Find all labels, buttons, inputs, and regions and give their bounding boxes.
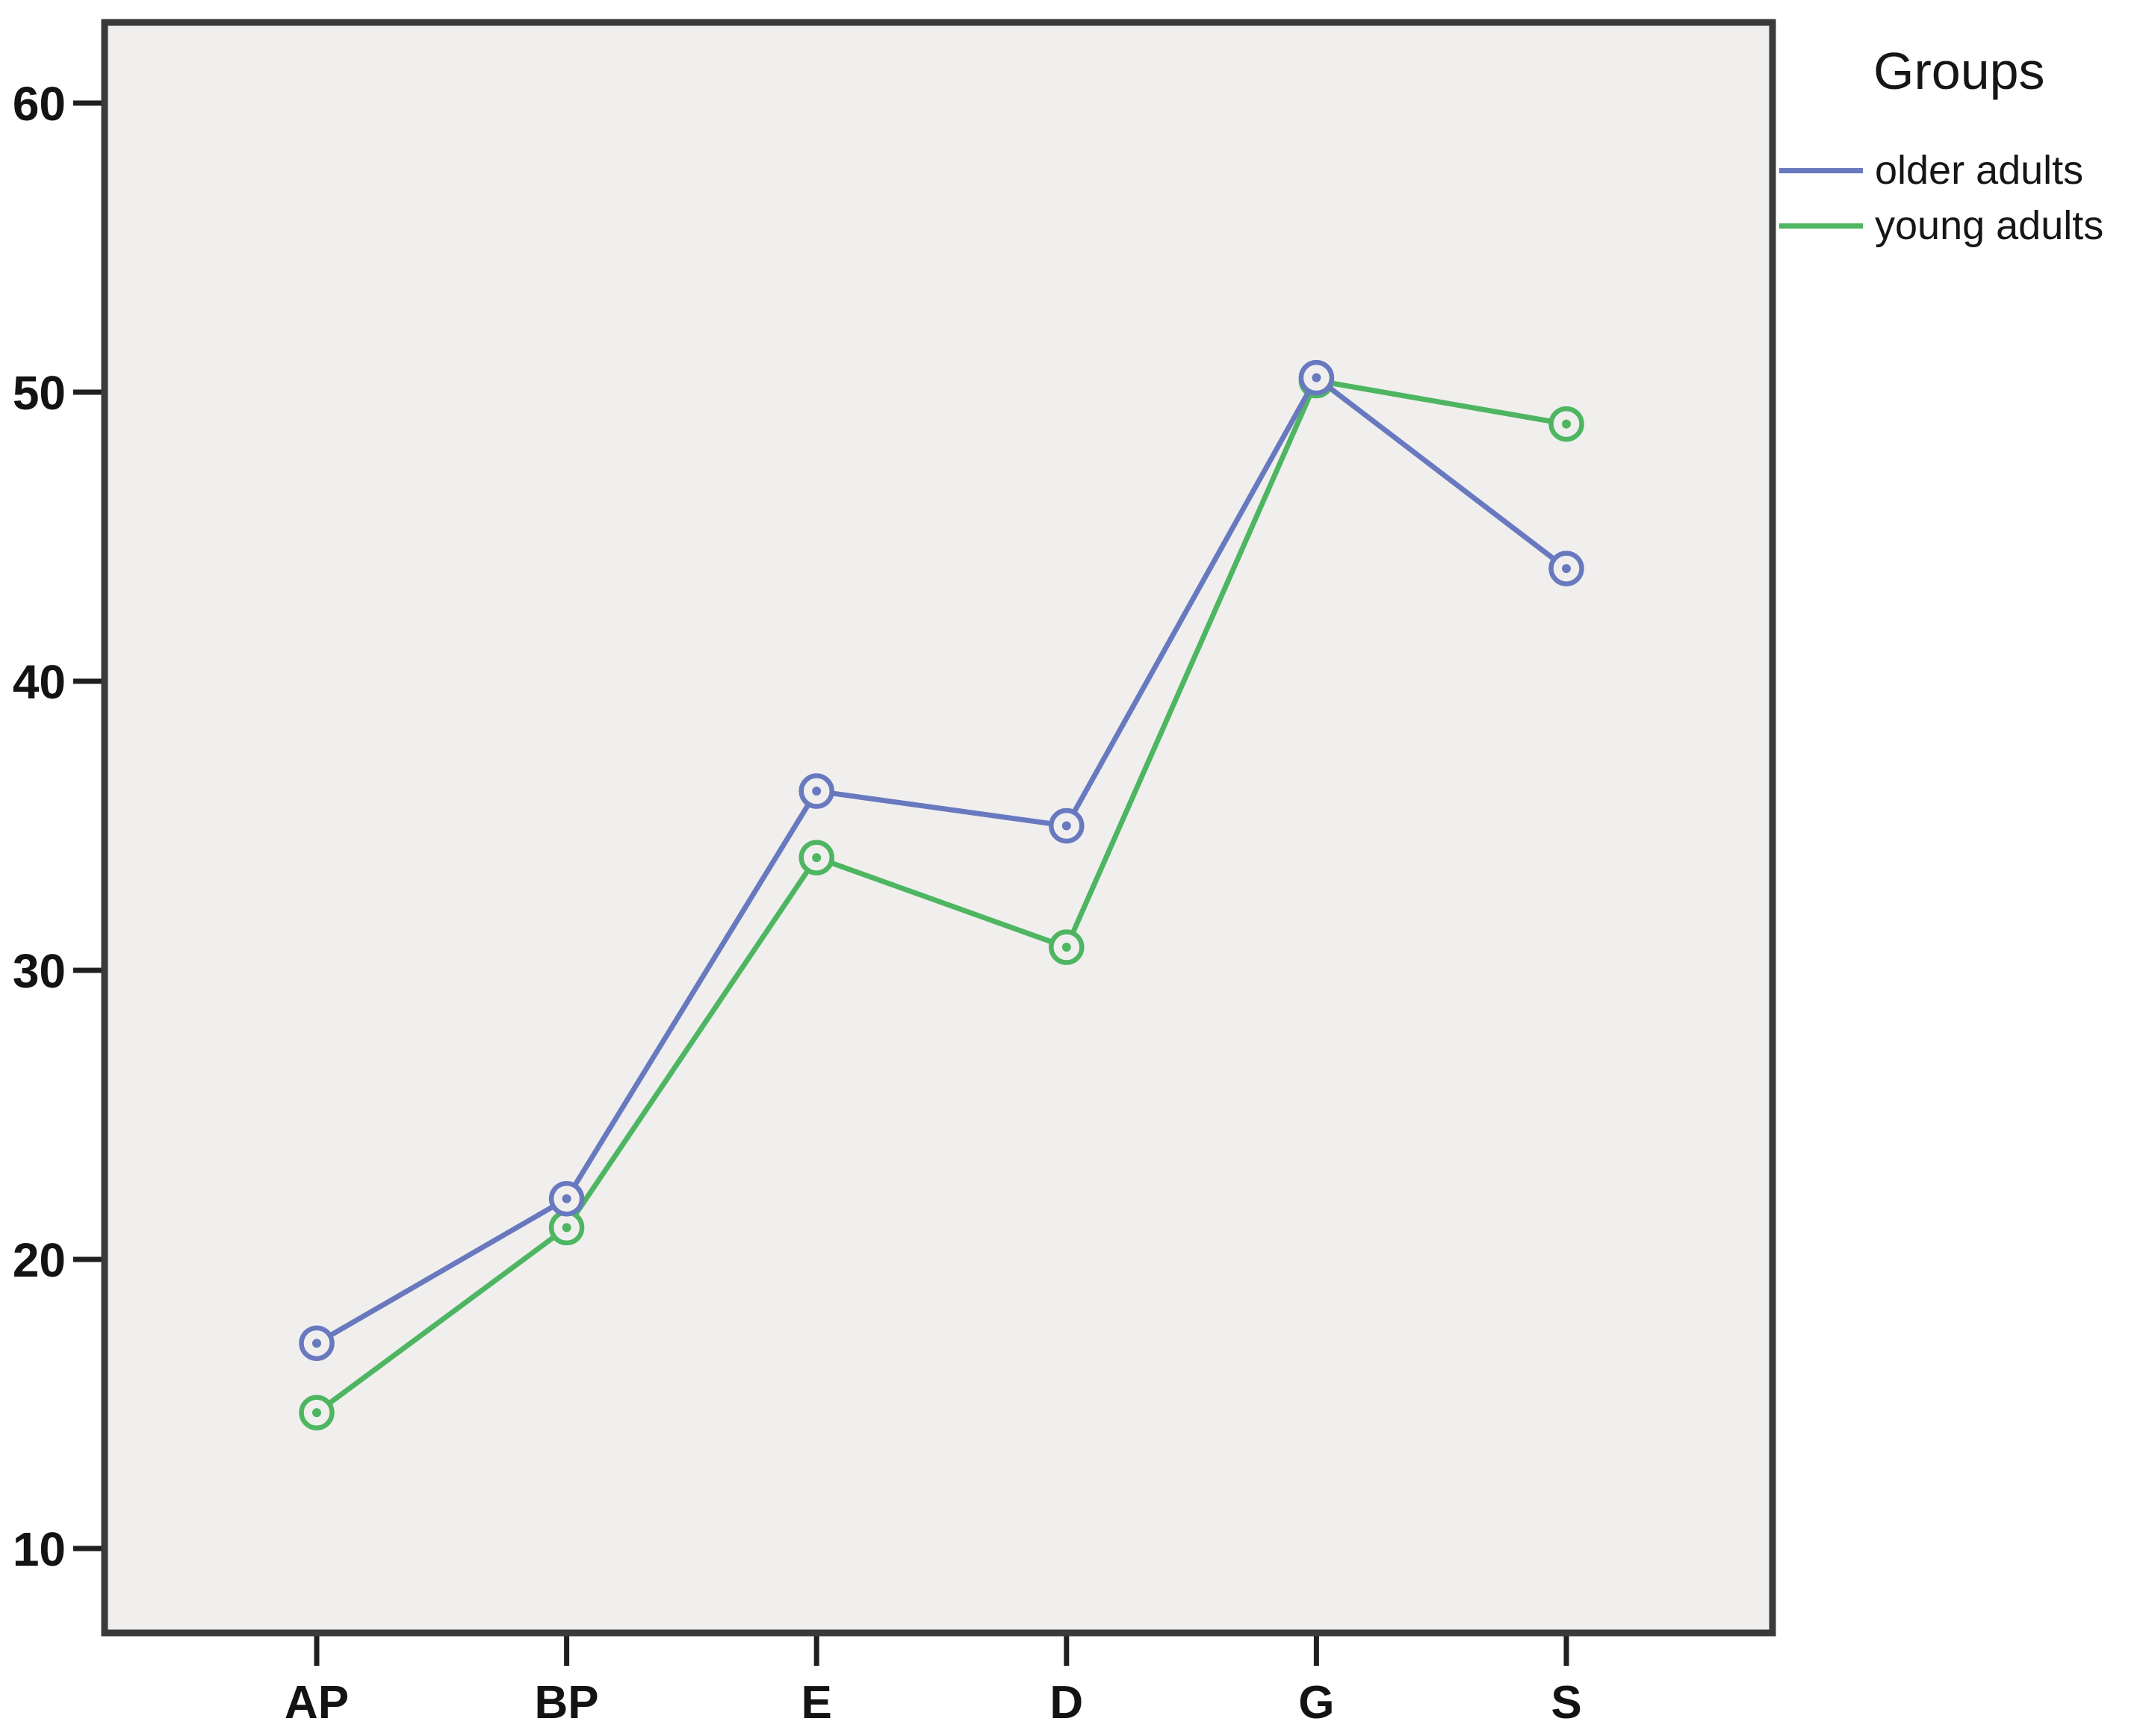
plot-area	[105, 22, 1773, 1633]
legend-item-young-adults: young adults	[1779, 198, 2145, 253]
marker-dot-older-adults-g	[1312, 373, 1321, 382]
plot-frame	[101, 19, 1776, 1637]
marker-dot-older-adults-bp	[562, 1194, 571, 1203]
legend-swatch-older-adults	[1779, 167, 1863, 173]
marker-dot-young-adults-s	[1562, 419, 1571, 429]
y-tick-label: 20	[13, 1233, 66, 1287]
x-tick-label: AP	[285, 1677, 349, 1729]
legend-label-older-adults: older adults	[1875, 148, 2084, 193]
y-tick-label: 50	[13, 366, 66, 420]
legend: Groups older adults young adults	[1779, 41, 2145, 253]
marker-dot-older-adults-s	[1562, 564, 1571, 574]
marker-dot-young-adults-ap	[312, 1408, 321, 1418]
x-tick-label: S	[1551, 1677, 1581, 1729]
y-tick-label: 10	[13, 1522, 66, 1576]
x-tick-label: G	[1298, 1677, 1334, 1729]
legend-label-young-adults: young adults	[1875, 203, 2104, 248]
x-tick-label: E	[801, 1677, 832, 1729]
series-line-young-adults	[314, 378, 1567, 1415]
series-line-older-adults	[315, 375, 1569, 1346]
y-tick-label: 40	[13, 655, 66, 709]
legend-title: Groups	[1873, 42, 2045, 100]
legend-item-older-adults: older adults	[1779, 143, 2145, 198]
marker-dot-older-adults-d	[1061, 821, 1071, 831]
y-tick-label: 30	[13, 944, 66, 998]
x-tick-label: D	[1049, 1677, 1083, 1729]
x-tick-label: BP	[535, 1677, 599, 1729]
marker-dot-young-adults-e	[812, 853, 822, 863]
marker-dot-older-adults-e	[812, 787, 822, 796]
legend-swatch-young-adults	[1779, 223, 1863, 229]
marker-dot-young-adults-bp	[562, 1223, 571, 1233]
y-tick-label: 60	[13, 77, 66, 131]
marker-dot-young-adults-d	[1061, 943, 1071, 952]
marker-dot-older-adults-ap	[312, 1339, 321, 1348]
